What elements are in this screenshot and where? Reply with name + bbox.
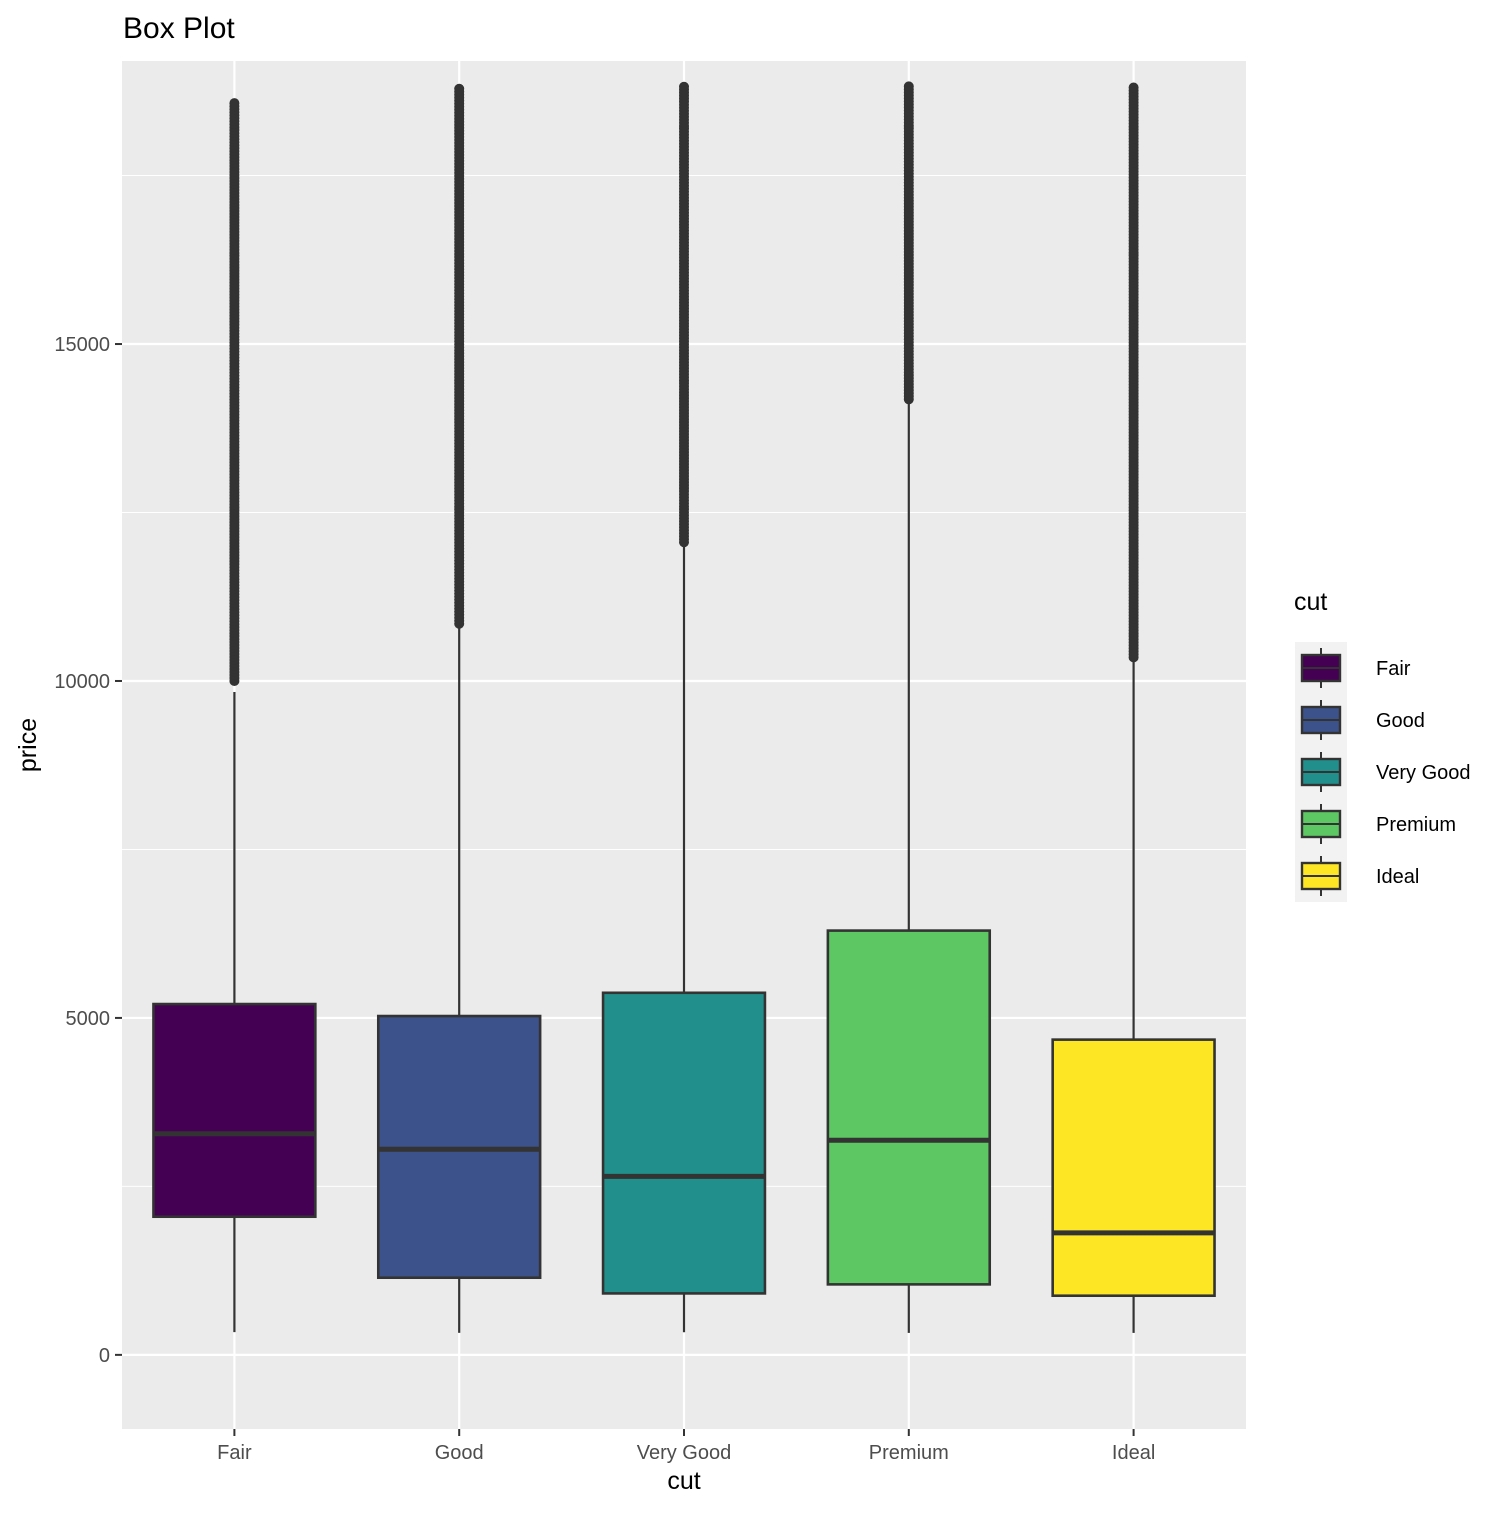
box-ideal xyxy=(1051,82,1216,1333)
y-axis: 0 5000 10000 15000 xyxy=(54,334,122,1367)
legend-item-label: Premium xyxy=(1376,814,1456,836)
box-body xyxy=(1051,1038,1216,1298)
x-tick-label: Very Good xyxy=(637,1442,732,1464)
y-tick-label: 15000 xyxy=(54,334,110,356)
y-tick-label: 10000 xyxy=(54,671,110,693)
legend-item-label: Good xyxy=(1376,710,1425,732)
legend-item-good: Good xyxy=(1300,700,1425,740)
x-axis-label: cut xyxy=(667,1467,700,1495)
legend-title: cut xyxy=(1294,588,1327,616)
box-series xyxy=(152,81,1216,1333)
box-good xyxy=(376,83,542,1333)
box-body xyxy=(826,929,992,1286)
legend: cut Fair Good Very Good Premium Ideal xyxy=(1294,588,1471,902)
y-tick-label: 0 xyxy=(99,1345,110,1367)
box-body xyxy=(601,991,767,1295)
legend-item-label: Fair xyxy=(1376,658,1411,680)
x-tick-label: Good xyxy=(435,1442,484,1464)
outlier-point xyxy=(454,83,465,94)
legend-item-label: Very Good xyxy=(1376,762,1471,784)
box-very-good xyxy=(601,81,767,1333)
legend-item-very-good: Very Good xyxy=(1300,752,1471,792)
outlier-point xyxy=(229,98,240,109)
outlier-point xyxy=(903,81,914,92)
x-axis: Fair Good Very Good Premium Ideal xyxy=(217,1429,1155,1464)
outlier-point xyxy=(1128,82,1139,93)
legend-item-ideal: Ideal xyxy=(1300,856,1419,896)
chart-title: Box Plot xyxy=(123,12,235,45)
y-axis-label: price xyxy=(14,718,42,772)
outlier-point xyxy=(679,81,689,92)
x-tick-label: Premium xyxy=(869,1442,949,1464)
x-tick-label: Fair xyxy=(217,1442,252,1464)
legend-item-premium: Premium xyxy=(1300,804,1456,844)
legend-item-fair: Fair xyxy=(1300,648,1411,688)
y-tick-label: 5000 xyxy=(66,1008,111,1030)
box-premium xyxy=(826,81,992,1333)
box-body xyxy=(152,1002,317,1219)
x-tick-label: Ideal xyxy=(1112,1442,1155,1464)
box-fair xyxy=(152,98,317,1333)
legend-item-label: Ideal xyxy=(1376,866,1419,888)
